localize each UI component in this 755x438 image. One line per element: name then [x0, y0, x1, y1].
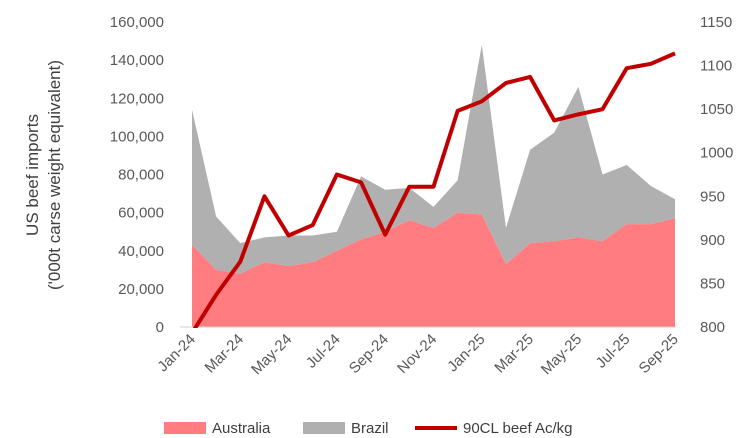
right-tick-label: 800 — [700, 319, 725, 336]
legend-item-90cl-beef: 90CL beef Ac/kg — [415, 418, 573, 438]
legend-item-australia: Australia — [164, 418, 270, 438]
right-axis-ticks: 800 850 900 950 1000 1050 1100 1150 — [700, 14, 733, 336]
x-tick-label: Jul-24 — [303, 331, 344, 372]
y-axis-title-line1: US beef imports — [23, 114, 42, 236]
x-tick-label: Mar-24 — [202, 331, 248, 377]
right-tick-label: 1000 — [700, 145, 733, 162]
x-tick-label: Jan-25 — [444, 331, 488, 375]
area-layer — [192, 44, 675, 327]
x-tick-label: Jan-24 — [154, 331, 198, 375]
left-tick-label: 40,000 — [118, 243, 164, 260]
x-tick-label: Jul-25 — [593, 331, 634, 372]
legend-label-australia: Australia — [212, 419, 271, 437]
left-tick-label: 100,000 — [110, 128, 164, 145]
x-tick-label: Sep-25 — [636, 331, 682, 377]
left-tick-label: 160,000 — [110, 14, 164, 31]
line-layer — [192, 51, 676, 328]
left-tick-label: 140,000 — [110, 52, 164, 69]
right-tick-label: 1050 — [700, 101, 733, 118]
legend-item-brazil: Brazil — [303, 418, 389, 438]
x-tick-label: May-25 — [538, 331, 585, 378]
area-australia — [192, 212, 675, 327]
legend-swatch-brazil — [303, 422, 345, 434]
right-tick-label: 900 — [700, 232, 725, 249]
left-tick-label: 20,000 — [118, 281, 164, 298]
legend-swatch-australia — [164, 422, 206, 434]
left-tick-label: 120,000 — [110, 90, 164, 107]
area-brazil — [192, 44, 675, 274]
right-tick-label: 1150 — [700, 14, 732, 31]
right-tick-label: 950 — [700, 188, 725, 205]
legend-swatch-90cl-beef — [415, 426, 457, 430]
line-90cl-beef — [192, 51, 676, 328]
left-tick-label: 0 — [156, 319, 164, 336]
x-tick-label: May-24 — [248, 331, 295, 378]
x-tick-label: Nov-24 — [394, 331, 440, 377]
legend: Australia Brazil 90CL beef Ac/kg — [0, 418, 755, 438]
legend-label-brazil: Brazil — [351, 419, 389, 437]
right-tick-label: 850 — [700, 275, 725, 292]
left-tick-label: 80,000 — [118, 167, 164, 184]
x-tick-label: Sep-24 — [346, 331, 392, 377]
x-tick-label: Mar-25 — [491, 331, 537, 377]
x-axis-ticks: Jan-24 Mar-24 May-24 Jul-24 Sep-24 Nov-24 Jan-… — [154, 331, 681, 378]
right-tick-label: 1100 — [700, 58, 732, 75]
legend-label-90cl-beef: 90CL beef Ac/kg — [463, 419, 573, 437]
left-tick-label: 60,000 — [118, 205, 164, 222]
left-axis-ticks: 0 20,000 40,000 60,000 80,000 100,000 120,000 1… — [110, 14, 164, 336]
chart-canvas: 0 20,000 40,000 60,000 80,000 100,000 120,000 1… — [23, 14, 733, 378]
y-axis-title-line2: ('000t carse weight equivalent) — [45, 60, 64, 290]
